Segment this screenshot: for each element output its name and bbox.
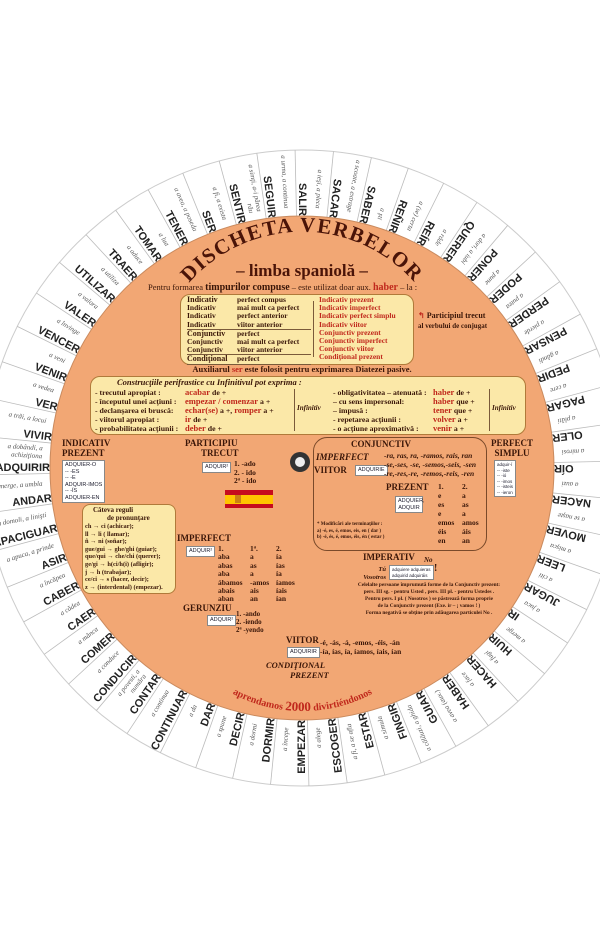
ring-divider [440, 202, 478, 258]
ring-divider [232, 713, 248, 779]
viitor-title: VIITOR [286, 635, 319, 645]
ring-divider [326, 151, 334, 218]
ring-divider [551, 424, 600, 433]
viitor-window: ADQUIRIR [287, 647, 320, 658]
ring-divider [413, 183, 444, 243]
ring-divider [59, 262, 111, 306]
ring-divider [0, 533, 59, 550]
ring-divider [2, 361, 65, 385]
conjunctiv-window: ADQUIRIE [355, 465, 388, 476]
ring-divider [182, 173, 208, 235]
verb-label[interactable]: ADQUIRIR [0, 462, 50, 474]
gerunziu-title: GERUNZIU [183, 603, 232, 613]
ring-divider [85, 234, 132, 284]
indicativ-prezent-title: INDICATIV PREZENT [62, 438, 111, 458]
periphrastic-title: Construcţiile perifrastice cu Infinitivu… [117, 377, 302, 387]
verb-label[interactable]: EMPEZAR [296, 720, 308, 786]
ring-divider [464, 225, 508, 277]
conjunctiv-box: CONJUNCTIV IMPERFECT VIITOR ADQUIRIE -ra… [313, 437, 487, 551]
ring-divider [23, 589, 82, 623]
ring-divider [0, 437, 52, 444]
perfect-simplu-title: PERFECT SIMPLU [491, 438, 534, 458]
ring-divider [449, 671, 489, 726]
disc-subtitle: – limba spaniolă – [236, 261, 368, 280]
ring-divider [96, 659, 140, 711]
pronunciation-box: Câteva reguli de pronunţare ch → ci (achi… [82, 504, 176, 594]
verb-text: SALIR [296, 183, 308, 216]
conjunctiv-prezent-window: ADQUIER, ADQUIR [395, 496, 425, 513]
indicativ-prezent-window: ADQUIER-O -- -ES -- -E ADQUIR-IMOS -- -ÍS ADQ… [62, 460, 106, 503]
ring-divider [160, 693, 191, 753]
compound-intro: Pentru formarea timpurilor compuse – est… [148, 282, 418, 293]
ring-divider [294, 150, 297, 217]
participle-note: ↰ Participiul trecut al verbului de conju… [418, 311, 488, 330]
ring-divider [147, 189, 181, 248]
gerunziu-window: ADQUIR² [207, 615, 237, 626]
imperativ-window: adquiere adquieras adquirid adquiráis [389, 565, 434, 580]
ring-divider [36, 292, 92, 330]
participiu-window: ADQUIR² [202, 462, 232, 473]
periphrastic-box: Construcţiile perifrastice cu Infinitivu… [90, 376, 526, 435]
ring-divider [68, 638, 118, 685]
ring-divider [0, 503, 53, 512]
ring-divider [493, 630, 545, 674]
participiu-title: PARTICIPIU TRECUT [185, 438, 239, 458]
verb-translation: a dobândi, a achiziţiona [7, 442, 43, 461]
compound-tenses-box: Indicativ perfect compus Indicativ mai mult… [180, 294, 414, 365]
ring-divider [195, 705, 219, 768]
imperativ-title: IMPERATIV [363, 552, 415, 562]
ring-divider [0, 473, 51, 475]
ring-divider [337, 717, 348, 783]
ring-divider [527, 579, 587, 610]
ring-divider [367, 711, 386, 776]
ring-divider [307, 719, 310, 786]
ring-divider [535, 348, 597, 374]
ring-divider [396, 701, 422, 763]
passive-note: Auxiliarul ser este folosit pentru expri… [192, 364, 412, 374]
ring-divider [552, 492, 600, 499]
verb-text: OÍR [554, 462, 574, 474]
ring-divider [539, 551, 600, 575]
imperfect-window: ADQUIR² [186, 546, 216, 557]
verb-label[interactable]: OÍR [554, 462, 600, 474]
ring-divider [115, 210, 155, 265]
ring-divider [545, 387, 600, 403]
ring-divider [472, 652, 519, 702]
ring-divider [423, 688, 457, 747]
verb-text: EMPEZAR [296, 720, 308, 774]
ring-divider [356, 157, 372, 223]
ring-divider [218, 160, 237, 225]
verb-label[interactable]: SALIR [296, 150, 308, 216]
ring-divider [7, 562, 69, 588]
verb-text: ADQUIRIR [0, 462, 50, 474]
ring-divider [512, 606, 568, 644]
ring-divider [547, 522, 600, 536]
ring-divider [17, 326, 77, 357]
ring-divider [486, 251, 536, 298]
spain-flag-icon [225, 490, 273, 508]
ring-divider [270, 718, 278, 785]
ring-divider [385, 168, 409, 231]
imperfect-title: IMPERFECT [177, 533, 231, 543]
perfect-simplu-window: adquir-í -- -iste -- -ió -- -imos -- -isteis… [494, 460, 516, 497]
ring-divider [553, 461, 600, 463]
ring-divider [522, 313, 581, 347]
ring-divider [44, 615, 99, 655]
ring-divider [256, 153, 267, 219]
ring-divider [126, 678, 164, 734]
ring-divider [0, 400, 57, 414]
ring-divider [505, 281, 560, 321]
conditional-title: CONDIŢIONAL PREZENT [266, 660, 329, 680]
